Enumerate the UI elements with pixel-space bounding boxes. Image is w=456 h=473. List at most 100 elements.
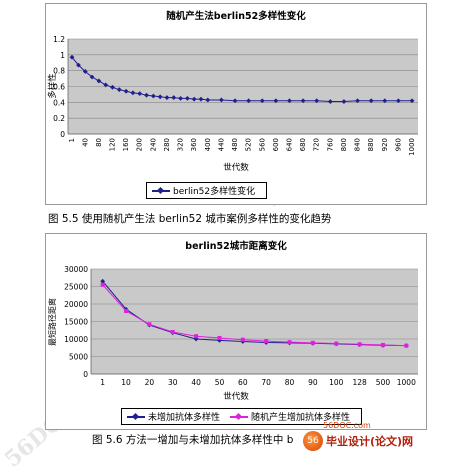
distance-chart-svg: berlin52城市距离变化 0 5000 10000 15000 20000 25000 3… [47, 240, 418, 402]
y-axis-title: 最短路径距离 [47, 298, 57, 346]
y-tick-label: 15000 [64, 318, 88, 327]
x-tick-label: 840 [354, 138, 362, 151]
data-point [198, 96, 204, 102]
data-point [380, 342, 385, 347]
chart-title: berlin52城市距离变化 [185, 240, 287, 252]
legend-label: berlin52多样性变化 [173, 187, 256, 197]
y-tick-label: 5000 [69, 353, 88, 362]
x-axis-title: 世代数 [223, 162, 249, 173]
x-tick-label: 560 [258, 138, 266, 151]
data-point [147, 322, 152, 327]
legend-item-series-1: 未增加抗体多样性 [127, 410, 220, 423]
x-tick-label: 800 [340, 138, 348, 151]
data-point [170, 330, 175, 334]
y-tick-label: 30000 [64, 265, 88, 274]
y-tick-label: 0 [60, 130, 65, 139]
x-tick-label: 880 [367, 138, 375, 151]
data-point [69, 54, 75, 60]
figure-caption-5-6: 图 5.6 方法一增加与未增加抗体多样性中 b [92, 434, 294, 446]
data-point [232, 98, 238, 104]
x-tick-label: 90 [308, 378, 318, 387]
data-point [246, 98, 252, 104]
x-tick-label: 280 [163, 138, 171, 151]
data-point [264, 339, 269, 344]
data-point [150, 93, 156, 99]
data-point [395, 98, 401, 104]
x-tick-label: 10 [121, 378, 131, 387]
logo-badge-icon: 56 [303, 431, 323, 451]
data-point [110, 84, 115, 90]
x-tick-label: 1 [68, 138, 76, 142]
data-point [123, 88, 129, 94]
x-tick-label: 920 [381, 138, 389, 151]
x-tick-label: 640 [285, 138, 293, 151]
x-tick-label: 120 [109, 138, 117, 151]
data-point [314, 98, 320, 104]
diversity-chart-legend: berlin52多样性变化 [146, 182, 268, 199]
data-point [240, 337, 245, 342]
y-tick-label: 0.8 [53, 67, 65, 76]
x-tick-label: 100 [329, 378, 344, 387]
data-point [404, 343, 409, 348]
series-line [102, 284, 407, 347]
y-tick-label: 0 [83, 370, 88, 379]
data-point [327, 99, 333, 104]
x-tick-label: 50 [215, 378, 225, 387]
data-point [205, 97, 211, 103]
data-point [164, 95, 170, 100]
data-point [357, 342, 362, 347]
x-axis-title: 世代数 [223, 391, 249, 402]
data-point [137, 91, 143, 97]
x-tick-label: 1000 [397, 378, 416, 387]
data-point [409, 98, 415, 104]
legend-label: 未增加抗体多样性 [148, 413, 221, 423]
data-point [124, 309, 129, 313]
x-tick-label: 720 [313, 138, 321, 151]
data-point [217, 335, 222, 340]
data-point [341, 99, 347, 104]
data-point [191, 96, 197, 102]
data-point [100, 282, 105, 287]
data-point [259, 98, 265, 104]
diversity-chart-svg: 随机产生法berlin52多样性变化 0 0.2 0.4 0.6 0.8 1 1.2 1 40 80… [47, 10, 418, 173]
x-tick-label: 80 [285, 378, 295, 387]
logo-name: 毕业设计(论文)网 [326, 435, 414, 448]
x-tick-label: 30 [168, 378, 178, 387]
y-tick-label: 25000 [64, 283, 88, 292]
x-tick-label: 760 [326, 138, 334, 151]
data-point [287, 340, 292, 345]
data-point [178, 95, 183, 101]
data-point [96, 78, 102, 84]
data-point [368, 98, 374, 104]
data-point [157, 94, 163, 100]
data-point [171, 95, 177, 100]
x-tick-label: 240 [149, 138, 157, 151]
data-point [310, 340, 315, 345]
x-tick-label: 1000 [408, 138, 416, 156]
data-point [217, 338, 222, 343]
data-point [300, 98, 306, 104]
x-tick-label: 1 [100, 378, 105, 387]
distance-chart: berlin52城市距离变化 0 5000 10000 15000 20000 25000 3… [45, 233, 427, 430]
y-tick-label: 1.2 [53, 35, 65, 44]
x-tick-label: 960 [394, 138, 402, 151]
data-point [334, 341, 339, 346]
x-tick-label: 200 [136, 138, 144, 151]
x-tick-label: 680 [299, 138, 307, 151]
data-point [219, 97, 224, 103]
legend-label: 随机产生增加抗体多样性 [251, 413, 351, 423]
data-point [89, 74, 95, 80]
y-tick-label: 0.6 [53, 83, 65, 92]
x-tick-label: 40 [191, 378, 201, 387]
data-point [194, 334, 199, 339]
distance-chart-legend: 未增加抗体多样性 随机产生增加抗体多样性 [121, 408, 363, 425]
y-tick-label: 0.2 [53, 114, 65, 123]
figure-caption-5-5: 图 5.5 使用随机产生法 berlin52 城市案例多样性的变化趋势 [48, 213, 332, 225]
x-tick-label: 40 [81, 138, 89, 147]
y-tick-label: 1 [60, 51, 65, 60]
x-tick-label: 128 [352, 378, 367, 387]
x-tick-label: 480 [231, 138, 239, 151]
x-tick-label: 60 [238, 378, 248, 387]
data-point [273, 98, 279, 104]
x-tick-label: 160 [122, 138, 130, 151]
